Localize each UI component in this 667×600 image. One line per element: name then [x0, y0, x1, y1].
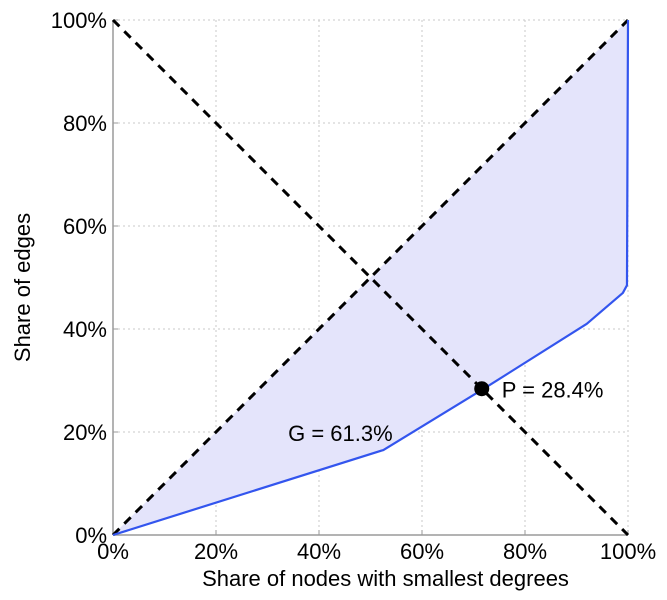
- gini-label: G = 61.3%: [288, 421, 393, 446]
- y-tick-label: 100%: [51, 8, 107, 33]
- point-p-label: P = 28.4%: [502, 378, 604, 403]
- x-tick-label: 40%: [297, 539, 341, 564]
- y-axis-title: Share of edges: [10, 213, 35, 362]
- y-tick-label: 40%: [63, 317, 107, 342]
- y-tick-label: 0%: [75, 523, 107, 548]
- axes-layer: 0% 20% 40% 60% 80% 100% 0% 20% 40% 60% 80% 100% Shar…: [10, 8, 656, 591]
- y-tick-label: 80%: [63, 111, 107, 136]
- x-tick-label: 0%: [97, 539, 129, 564]
- x-tick-label: 100%: [600, 539, 656, 564]
- lorenz-curve-line: [112, 19, 630, 537]
- labels-layer: P = 28.4% G = 61.3%: [288, 378, 603, 446]
- x-tick-label: 20%: [194, 539, 238, 564]
- series-layer: [111, 18, 630, 537]
- x-axis-title: Share of nodes with smallest degrees: [202, 566, 569, 591]
- gini-area: [113, 20, 628, 535]
- y-tick-label: 20%: [63, 420, 107, 445]
- x-tick-label: 80%: [503, 539, 547, 564]
- y-tick-label: 60%: [63, 214, 107, 239]
- point-p-marker: [474, 381, 490, 397]
- x-tick-label: 60%: [400, 539, 444, 564]
